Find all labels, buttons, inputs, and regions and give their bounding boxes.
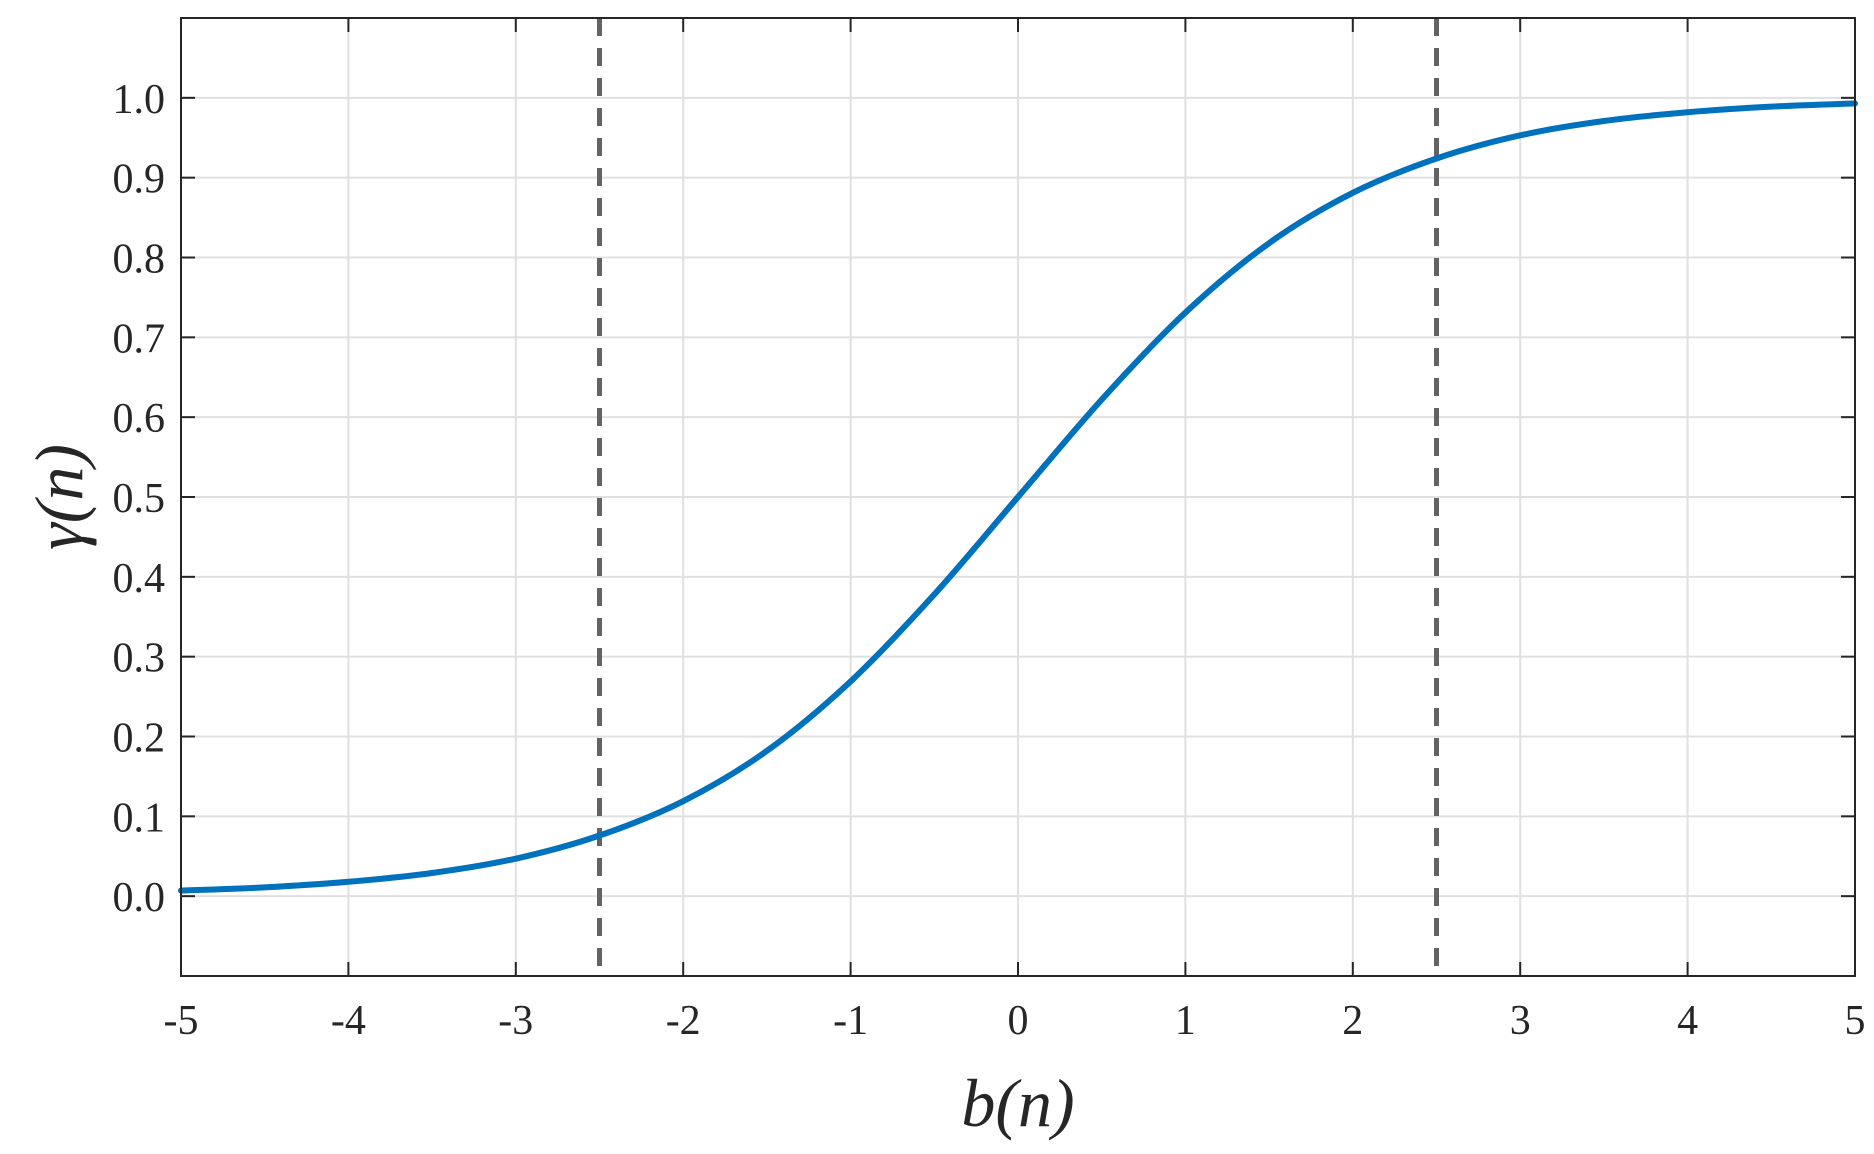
sigmoid-curve xyxy=(178,100,1858,894)
y-tick-label: 0.1 xyxy=(113,795,166,841)
y-tick-label: 0.8 xyxy=(113,237,166,283)
x-tick-label: -1 xyxy=(833,998,868,1044)
y-tick-label: 0.5 xyxy=(113,476,166,522)
x-tick-labels: -5 -4 -3 -2 -1 0 1 2 3 4 5 xyxy=(164,998,1866,1044)
x-tick-label: -2 xyxy=(666,998,701,1044)
reference-lines xyxy=(597,18,1439,976)
y-tick-label: 0.0 xyxy=(113,875,166,921)
y-tick-label: 0.6 xyxy=(113,396,166,442)
x-tick-label: 1 xyxy=(1175,998,1196,1044)
x-tick-label: 0 xyxy=(1008,998,1029,1044)
y-tick-label: 0.3 xyxy=(113,636,166,682)
y-tick-label: 0.7 xyxy=(113,316,166,362)
x-tick-label: 4 xyxy=(1677,998,1698,1044)
series xyxy=(178,100,1858,894)
y-tick-labels: 0.0 0.1 0.2 0.3 0.4 0.5 0.6 0.7 0.8 0.9 1.0 xyxy=(113,77,166,921)
x-tick-label: 3 xyxy=(1510,998,1531,1044)
y-tick-label: 0.9 xyxy=(113,157,166,203)
x-axis-label: b(n) xyxy=(961,1065,1074,1141)
x-tick-label: -3 xyxy=(498,998,533,1044)
y-tick-label: 0.4 xyxy=(113,556,166,602)
y-tick-label: 1.0 xyxy=(113,77,166,123)
x-tick-label: 2 xyxy=(1342,998,1363,1044)
x-tick-label: 5 xyxy=(1845,998,1866,1044)
y-axis-label: γ(n) xyxy=(21,444,97,550)
y-tick-label: 0.2 xyxy=(113,716,166,762)
x-tick-label: -4 xyxy=(331,998,366,1044)
ticks xyxy=(180,18,1856,976)
x-tick-label: -5 xyxy=(164,998,199,1044)
